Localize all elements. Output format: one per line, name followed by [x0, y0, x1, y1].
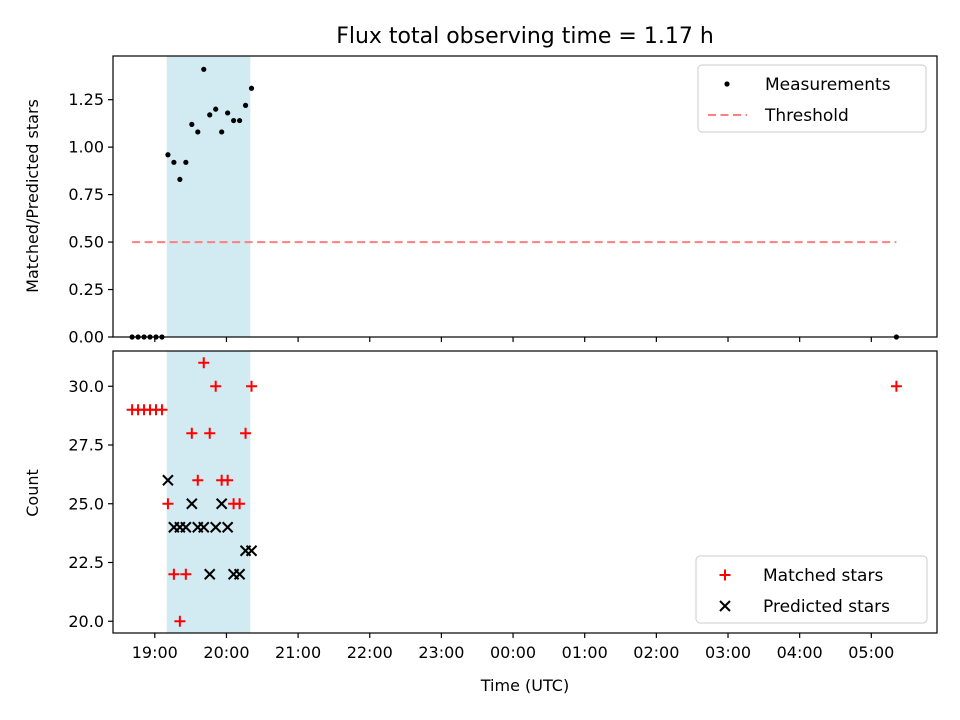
x-tick-label: 04:00	[777, 643, 823, 662]
data-point	[195, 129, 201, 135]
data-point	[162, 498, 174, 510]
data-point	[168, 568, 180, 580]
data-point	[207, 112, 213, 118]
data-point	[162, 474, 174, 486]
series-0	[126, 357, 902, 627]
x-axis-label: Time (UTC)	[480, 676, 569, 695]
data-point	[209, 521, 222, 533]
data-point	[219, 129, 225, 135]
legend-label: Predicted stars	[763, 597, 890, 617]
axes-frame	[112, 55, 938, 338]
legend-box	[695, 555, 928, 624]
legend-swatch	[719, 600, 731, 612]
x-tick-label: 22:00	[347, 643, 393, 662]
data-point	[201, 66, 207, 72]
x-tick-label: 23:00	[418, 643, 464, 662]
x-tick-label: 02:00	[633, 643, 679, 662]
y-tick-label: 20.0	[68, 612, 104, 631]
data-point	[231, 117, 237, 124]
data-point	[240, 427, 252, 439]
data-point	[186, 427, 198, 439]
data-point	[183, 159, 189, 165]
x-tick-label: 01:00	[562, 643, 608, 662]
top-y-axis-label: Matched/Predicted stars	[23, 99, 42, 293]
data-point	[248, 85, 255, 91]
data-point	[186, 498, 198, 510]
y-tick-label: 1.25	[68, 90, 104, 109]
legend-box	[697, 64, 927, 133]
data-point	[174, 615, 186, 627]
data-point	[171, 159, 177, 165]
bottom-y-axis-label: Count	[23, 469, 42, 517]
data-point	[204, 568, 216, 580]
axes-frame	[112, 350, 938, 634]
shaded-observing-window	[166, 56, 251, 337]
y-tick-label: 0.00	[68, 328, 104, 347]
data-point	[198, 521, 210, 533]
chart-title: Flux total observing time = 1.17 h	[336, 24, 714, 49]
data-point	[221, 521, 234, 533]
data-point	[246, 380, 258, 392]
x-tick-label: 20:00	[203, 643, 249, 662]
data-point	[189, 121, 195, 127]
y-tick-label: 0.50	[68, 233, 104, 252]
data-point	[165, 152, 171, 158]
data-point	[213, 106, 219, 112]
data-point	[222, 474, 234, 486]
top-panel: 0.00 0.25 0.50 0.75 1.00 1.25 Measurements Thre…	[68, 55, 938, 347]
x-tick-label: 00:00	[490, 643, 536, 662]
data-point	[233, 568, 246, 580]
data-point	[234, 498, 246, 510]
legend-swatch	[724, 81, 730, 87]
shaded-observing-window	[166, 351, 251, 633]
legend-swatch	[719, 569, 731, 581]
data-point	[177, 176, 183, 183]
legend: Matched stars Predicted stars	[695, 555, 928, 624]
data-point	[215, 498, 228, 510]
x-tick-label: 21:00	[275, 643, 321, 662]
legend-label: Matched stars	[763, 566, 883, 586]
bottom-panel: 20.0 22.5 25.0 27.5 30.0 19:00 20:00 21:00 22:00…	[68, 350, 938, 662]
y-tick-label: 22.5	[68, 553, 104, 572]
data-point	[180, 521, 192, 533]
y-tick-label: 30.0	[68, 377, 104, 396]
y-tick-label: 1.00	[68, 138, 104, 157]
data-point	[156, 404, 168, 416]
data-point	[236, 117, 243, 124]
data-point	[210, 380, 222, 392]
y-tick-label: 0.75	[68, 185, 104, 204]
data-point	[204, 427, 216, 439]
x-tick-label: 19:00	[132, 643, 178, 662]
series-1	[162, 474, 258, 580]
y-tick-label: 27.5	[68, 436, 104, 455]
x-tick-label: 03:00	[705, 643, 751, 662]
legend-label: Measurements	[765, 75, 891, 95]
data-point	[225, 110, 231, 116]
y-tick-label: 0.25	[68, 280, 104, 299]
data-point	[180, 568, 192, 580]
data-point	[245, 545, 258, 557]
y-tick-label: 25.0	[68, 494, 104, 513]
legend-label: Threshold	[764, 106, 849, 126]
x-tick-label: 05:00	[848, 643, 894, 662]
data-point	[198, 357, 210, 369]
data-point	[242, 102, 249, 108]
data-point	[192, 474, 204, 486]
legend: Measurements Threshold	[697, 64, 927, 133]
data-point	[890, 380, 902, 392]
